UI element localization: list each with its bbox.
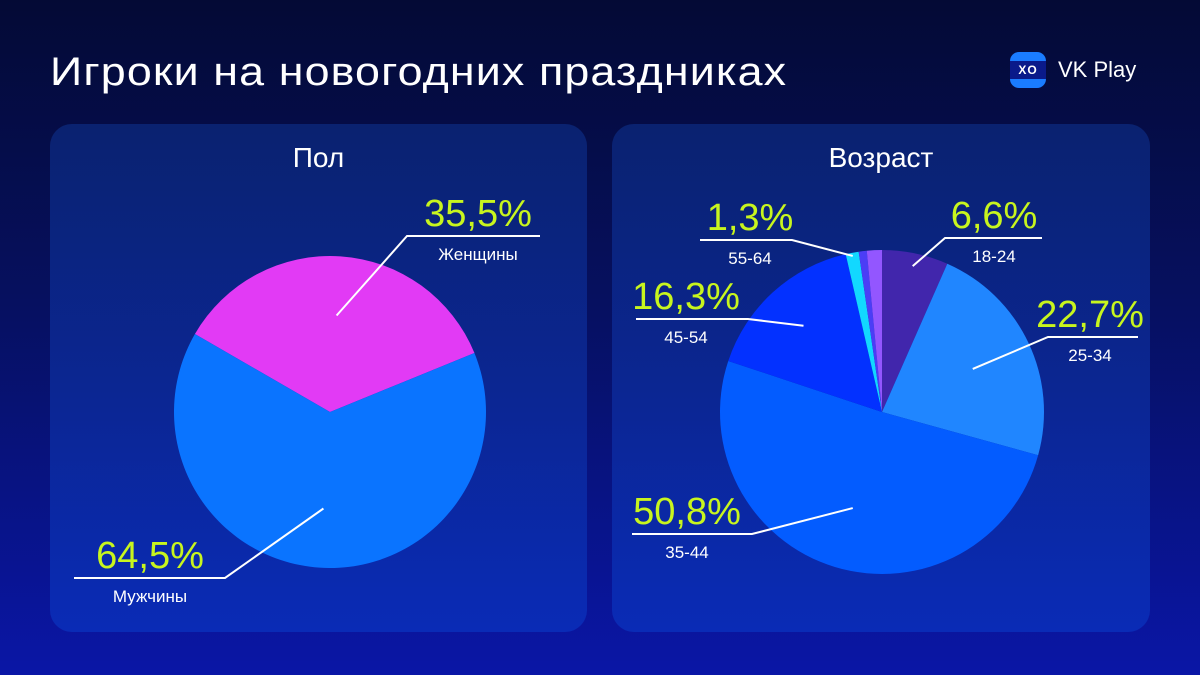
category-label: 25-34 (1068, 346, 1111, 365)
xo-gamepad-icon: XO (1010, 52, 1046, 88)
value-label: 6,6% (951, 195, 1038, 237)
pie-slice-25-34 (882, 263, 1044, 456)
age-chart-title: Возраст (828, 142, 934, 173)
category-label: 55-64 (728, 249, 771, 268)
age-pie-chart: 6,6% 18-24 22,7% 25-34 50,8% 35-44 16,3% 45-54 1… (632, 195, 1144, 574)
gender-pie-chart: 35,5% Женщины 64,5% Мужчины (74, 193, 540, 606)
brand-logo-group: XO VK Play (1010, 52, 1136, 88)
pie-slice-Женщины (194, 255, 475, 412)
pie-slice-35-44 (720, 360, 1039, 574)
leader-line (636, 318, 804, 327)
leader-line (700, 239, 853, 257)
pie-slice-18-24 (882, 250, 948, 412)
category-label: Мужчины (113, 587, 187, 606)
brand-name: VK Play (1058, 57, 1137, 82)
value-label: 1,3% (707, 197, 794, 239)
category-label: 18-24 (972, 247, 1015, 266)
pie-slice-Мужчины (174, 334, 487, 568)
leader-line (972, 336, 1138, 370)
value-label: 35,5% (424, 193, 532, 235)
leader-line (335, 235, 540, 317)
category-label: 35-44 (665, 543, 708, 562)
category-label: Женщины (438, 245, 517, 264)
pie-slice (866, 250, 882, 412)
value-label: 64,5% (96, 535, 204, 577)
category-label: 45-54 (664, 328, 707, 347)
value-label: 16,3% (632, 276, 740, 318)
value-label: 22,7% (1036, 294, 1144, 336)
gender-chart-card: Пол 35,5% Женщины 64,5% Мужчины (50, 124, 587, 632)
leader-line (632, 507, 854, 535)
age-chart-card: Возраст 6,6% 18-24 22,7% 25-34 50,8% 35-44 16,… (612, 124, 1150, 632)
pie-slice (858, 250, 882, 412)
leader-line (74, 507, 324, 579)
page-title: Игроки на новогодних праздниках (50, 50, 788, 94)
value-label: 50,8% (633, 491, 741, 533)
pie-slice-45-54 (728, 254, 882, 412)
leader-line (912, 237, 1042, 267)
gender-chart-title: Пол (292, 142, 345, 173)
pie-slice-55-64 (845, 251, 882, 412)
